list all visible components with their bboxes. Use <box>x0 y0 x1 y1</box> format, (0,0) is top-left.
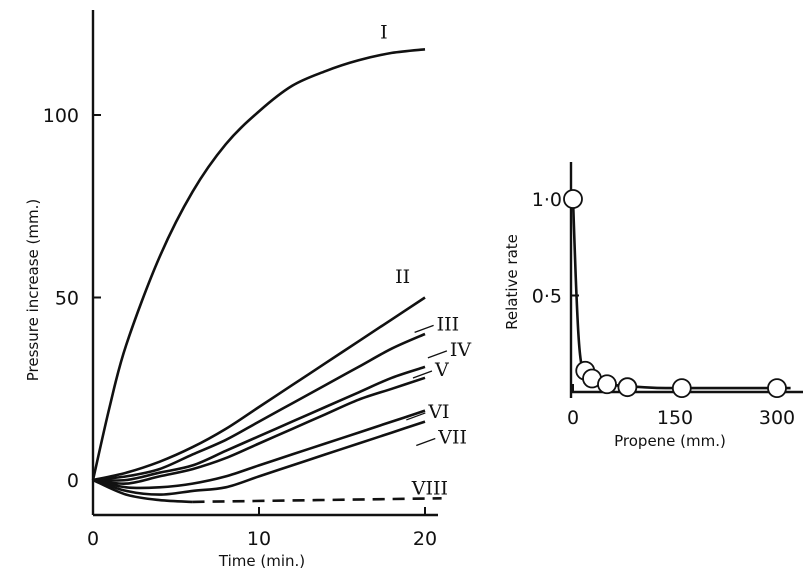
series-line-viii-dashed <box>192 497 442 504</box>
series-label-vii: VII <box>437 427 467 449</box>
x-tick-label: 20 <box>413 528 437 550</box>
label-pointer <box>412 370 433 379</box>
y-axis-title: Pressure increase (mm.) <box>24 199 42 382</box>
relative-rate-chart: 0 150 300 0·5 1·0 Relative rate Propene (mm.… <box>503 162 803 450</box>
x-axis-title: Propene (mm.) <box>614 432 726 450</box>
series-line-iv <box>92 365 426 482</box>
tick-group: 0 10 20 0 50 100 <box>43 105 437 550</box>
label-pointer <box>414 324 434 333</box>
label-pointer <box>416 437 436 447</box>
series-label-iv: IV <box>450 339 472 361</box>
series-group <box>91 48 442 504</box>
series-line-ii <box>92 296 426 482</box>
x-tick-label: 10 <box>247 528 271 550</box>
y-tick-label: 0·5 <box>532 286 562 308</box>
point-group <box>563 189 787 399</box>
series-label-v: V <box>434 359 449 381</box>
x-tick-label: 0 <box>567 407 579 429</box>
y-axis-title: Relative rate <box>503 234 521 330</box>
data-point <box>563 189 583 209</box>
series-line-i <box>91 48 426 481</box>
series-label-viii: VIII <box>411 478 448 500</box>
series-line-iii <box>92 332 426 482</box>
y-tick-label: 50 <box>55 288 79 310</box>
series-label-iii: III <box>437 313 460 335</box>
series-line-vi <box>92 409 426 490</box>
y-tick-label: 100 <box>43 105 79 127</box>
series-group <box>571 198 791 390</box>
series-label-vi: VI <box>427 401 449 423</box>
x-tick-label: 300 <box>759 407 795 429</box>
label-pointer <box>427 350 448 359</box>
series-line-vii <box>92 420 426 496</box>
series-line-viii <box>92 478 193 504</box>
data-point <box>597 374 617 395</box>
y-tick-label: 1·0 <box>532 189 562 211</box>
data-point <box>617 377 638 398</box>
series-line-v <box>92 376 426 485</box>
tick-group: 0 150 300 0·5 1·0 <box>532 189 795 429</box>
data-point <box>671 378 692 399</box>
series-label-ii: II <box>395 266 410 288</box>
series-label-i: I <box>380 21 388 43</box>
x-axis-title: Time (min.) <box>218 552 305 570</box>
x-tick-label: 0 <box>87 528 99 550</box>
data-point <box>767 378 787 399</box>
y-tick-label: 0 <box>67 470 79 492</box>
label-pointer <box>406 412 426 421</box>
relative-rate-curve <box>571 198 791 390</box>
x-tick-label: 150 <box>657 407 693 429</box>
